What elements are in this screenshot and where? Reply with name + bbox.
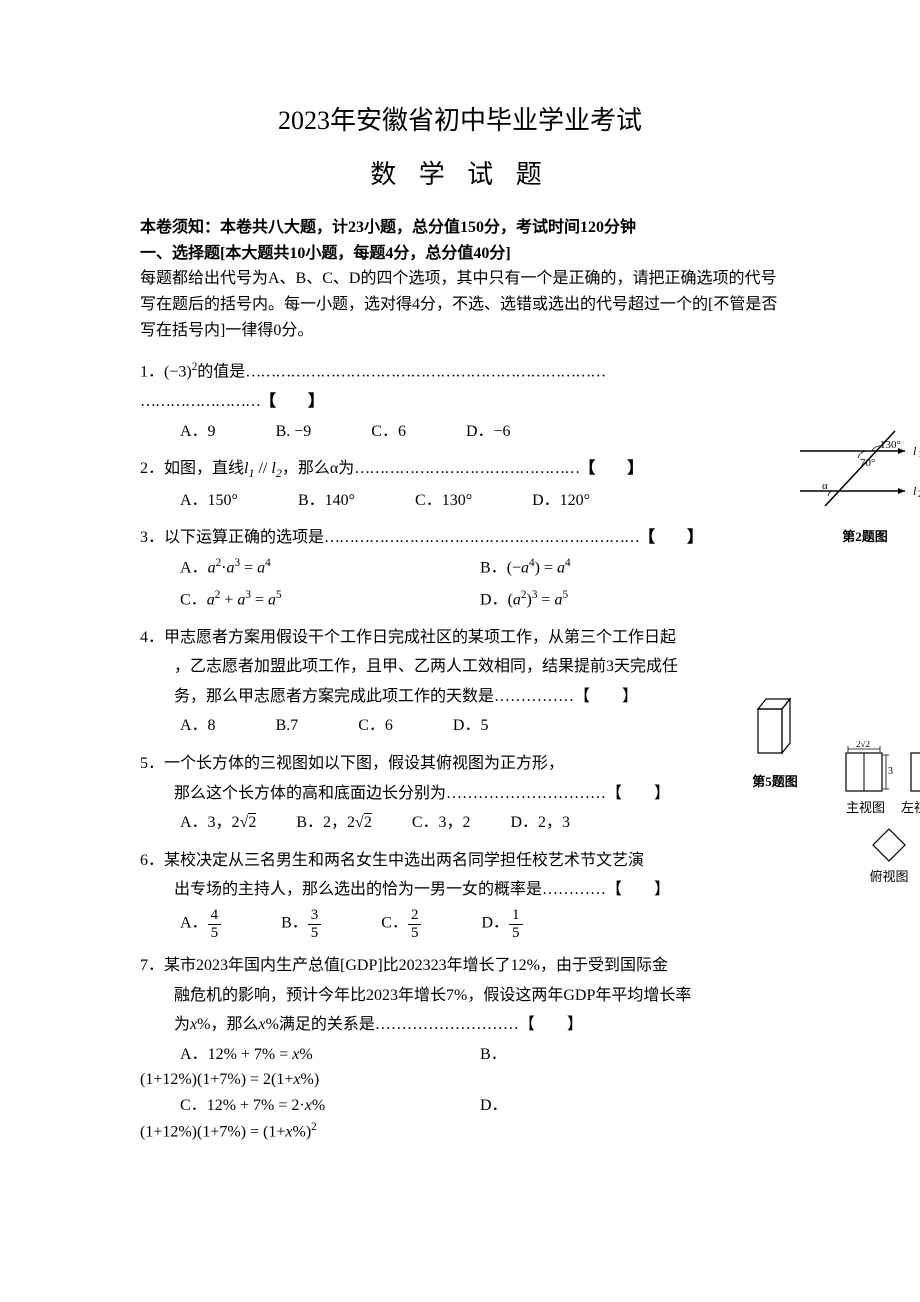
- svg-text:l: l: [913, 484, 917, 498]
- svg-text:l: l: [913, 444, 917, 458]
- question-5: 第5题图 2√2 3 主视图: [140, 751, 780, 836]
- instruction-detail: 每题都给出代号为A、B、C、D的四个选项，其中只有一个是正确的，请把正确选项的代…: [140, 266, 780, 343]
- q4-opt-b: B.7: [276, 713, 299, 739]
- q5-fig-label: 第5题图: [750, 772, 800, 793]
- q2-fig-label: 第2题图: [800, 527, 920, 548]
- instruction-line1: 本卷须知：本卷共八大题，计23小题，总分值150分，考试时间120分钟: [140, 215, 780, 241]
- q1-opt-d: D．−6: [466, 419, 511, 445]
- q3-text: 3．以下运算正确的选项是: [140, 529, 324, 546]
- q4-opt-a: A．8: [180, 713, 216, 739]
- q1-bracket: 【 】: [260, 393, 324, 410]
- q3-opt-b: B．(−a4) = a4: [480, 555, 780, 581]
- q4-opt-c: C．6: [358, 713, 393, 739]
- q5-opt-d: D．2，3: [511, 810, 571, 836]
- q6-opt-d: D．15: [481, 907, 522, 941]
- q1-text-pre: 1．(−3): [140, 363, 192, 380]
- question-3: 3．以下运算正确的选项是………………………………………………………【 】 A．a…: [140, 525, 780, 612]
- q4-line2: ，乙志愿者加盟此项工作，且甲、乙两人工效相同，结果提前3天完成任: [140, 654, 780, 680]
- q5-view3-label: 俯视图: [869, 867, 908, 888]
- q6-opt-a: A．45: [180, 907, 221, 941]
- q5-opt-b: B．2，2√2: [296, 810, 371, 836]
- q2-figure: l 1 l 2 130° 70° α 第2题图: [800, 426, 920, 547]
- q1-text-post: 的值是: [197, 363, 245, 380]
- q2-dots: ………………………………………: [354, 460, 579, 477]
- q1-opt-a: A．9: [180, 419, 216, 445]
- svg-text:2√2: 2√2: [856, 741, 870, 749]
- question-4: 4．甲志愿者方案用假设干个工作日完成社区的某项工作，从第三个工作日起 ，乙志愿者…: [140, 625, 780, 739]
- main-title: 2023年安徽省初中毕业学业考试: [140, 100, 780, 142]
- q2-opt-d: D．120°: [532, 488, 590, 514]
- q5-opt-a: A．3，2√2: [180, 810, 256, 836]
- q6-opt-b: B．35: [281, 907, 321, 941]
- q1-dots: ………………………………………………………………: [245, 363, 605, 380]
- q5-opt-c: C．3，2: [412, 810, 471, 836]
- q5-views-figure: 2√2 3 主视图 左视图 俯视图: [838, 741, 920, 888]
- q7-opt-b-label: B．: [480, 1042, 780, 1068]
- q5-line2: 那么这个长方体的高和底面边长分别为…………………………【 】: [140, 781, 780, 807]
- q4-opt-d: D．5: [453, 713, 489, 739]
- question-2: l 1 l 2 130° 70° α 第2题图 2．如图，直线l1 // l2，…: [140, 456, 780, 513]
- q7-line1: 7．某市2023年国内生产总值[GDP]比202323年增长了12%，由于受到国…: [140, 953, 780, 979]
- q3-opt-c: C．a2 + a3 = a5: [180, 587, 480, 613]
- q1-opt-c: C．6: [371, 419, 406, 445]
- q2-bracket: 【 】: [579, 460, 643, 477]
- q7-opt-d: (1+12%)(1+7%) = (1+x%)2: [140, 1119, 780, 1145]
- q3-bracket: 【 】: [639, 529, 703, 546]
- q4-line1: 4．甲志愿者方案用假设干个工作日完成社区的某项工作，从第三个工作日起: [140, 625, 780, 651]
- q5-cuboid-figure: 第5题图: [750, 691, 800, 792]
- q6-opt-c: C．25: [381, 907, 421, 941]
- q7-opt-d-label: D．: [480, 1093, 780, 1119]
- q4-line3: 务，那么甲志愿者方案完成此项工作的天数是……………【 】: [140, 684, 780, 710]
- q3-opt-a: A．a2·a3 = a4: [180, 555, 480, 581]
- q6-line2: 出专场的主持人，那么选出的恰为一男一女的概率是…………【 】: [140, 877, 780, 903]
- svg-text:α: α: [822, 480, 828, 492]
- q7-line2: 融危机的影响，预计今年比2023年增长7%，假设这两年GDP年平均增长率: [140, 983, 780, 1009]
- q2-parallel: //: [254, 460, 271, 477]
- q5-view1-label: 主视图: [846, 798, 885, 819]
- q5-line1: 5．一个长方体的三视图如以下图，假设其俯视图为正方形，: [140, 751, 780, 777]
- q2-text: 2．如图，直线: [140, 460, 244, 477]
- q3-dots: ………………………………………………………: [324, 529, 639, 546]
- instruction-line2: 一、选择题[本大题共10小题，每题4分，总分值40分]: [140, 241, 780, 267]
- svg-text:130°: 130°: [880, 439, 901, 451]
- q6-line1: 6．某校决定从三名男生和两名女生中选出两名同学担任校艺术节文艺演: [140, 848, 780, 874]
- question-1: 1．(−3)2的值是……………………………………………………………… ………………: [140, 359, 780, 444]
- question-7: 7．某市2023年国内生产总值[GDP]比202323年增长了12%，由于受到国…: [140, 953, 780, 1144]
- svg-text:3: 3: [888, 766, 893, 777]
- q1-opt-b: B. −9: [276, 419, 312, 445]
- q2-text2: ，那么α为: [282, 460, 354, 477]
- q7-line3: 为x%，那么x%满足的关系是………………………【 】: [140, 1012, 780, 1038]
- question-6: 6．某校决定从三名男生和两名女生中选出两名同学担任校艺术节文艺演 出专场的主持人…: [140, 848, 780, 941]
- svg-text:70°: 70°: [860, 457, 875, 469]
- q7-opt-a: A．12% + 7% = x%: [180, 1042, 480, 1068]
- q2-opt-c: C．130°: [415, 488, 472, 514]
- q1-dots2: ……………………: [140, 393, 260, 410]
- q3-opt-d: D．(a2)3 = a5: [480, 587, 780, 613]
- q7-opt-b: (1+12%)(1+7%) = 2(1+x%): [140, 1067, 780, 1093]
- q2-opt-b: B．140°: [298, 488, 355, 514]
- q5-view2-label: 左视图: [901, 798, 920, 819]
- sub-title: 数 学 试 题: [140, 154, 780, 196]
- q7-opt-c: C．12% + 7% = 2·x%: [180, 1093, 480, 1119]
- q2-opt-a: A．150°: [180, 488, 238, 514]
